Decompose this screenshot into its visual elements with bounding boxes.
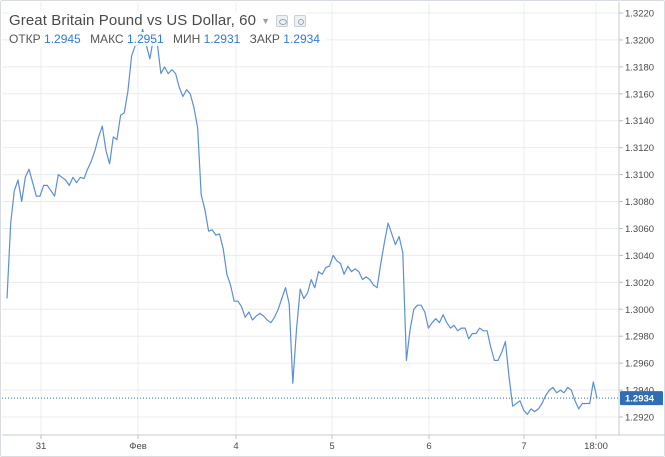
y-tick-label: 1.2920	[625, 413, 654, 424]
high-value: 1.2951	[126, 32, 164, 46]
y-tick-label: 1.3160	[625, 89, 654, 100]
y-tick-label: 1.3060	[625, 224, 654, 235]
high-label: МАКС	[90, 32, 124, 46]
y-tick-label: 1.3000	[625, 305, 654, 316]
open-value: 1.2945	[44, 32, 81, 46]
y-tick-label: 1.3020	[625, 278, 654, 289]
ohlc-legend: ОТКР 1.2945 МАКС 1.2951 МИН 1.2931 ЗАКР …	[9, 32, 326, 46]
visibility-icon[interactable]	[275, 14, 288, 27]
close-label: ЗАКР	[249, 32, 280, 46]
y-tick-label: 1.3140	[625, 116, 654, 127]
price-line	[6, 28, 598, 415]
open-label: ОТКР	[9, 32, 41, 46]
chart-header: Great Britain Pound vs US Dollar, 60 ▼	[9, 12, 306, 29]
x-tick-label: 7	[521, 441, 526, 452]
y-tick-label: 1.3120	[625, 143, 654, 154]
x-tick-label: 6	[426, 441, 431, 452]
settings-icon[interactable]	[293, 14, 306, 27]
low-label: МИН	[172, 32, 201, 46]
x-tick-label: 31	[36, 441, 47, 452]
last-price-label: 1.2934	[625, 394, 655, 405]
close-value: 1.2934	[283, 32, 320, 46]
x-tick-label: 18:00	[584, 441, 608, 452]
y-tick-label: 1.3220	[625, 9, 654, 20]
x-tick-label: 4	[233, 441, 238, 452]
low-value: 1.2931	[203, 32, 241, 46]
y-tick-label: 1.3180	[625, 62, 654, 73]
y-tick-label: 1.3040	[625, 251, 654, 262]
y-tick-label: 1.2960	[625, 359, 654, 370]
x-tick-label: 5	[329, 441, 334, 452]
x-tick-label: Фев	[129, 441, 147, 452]
y-tick-label: 1.3100	[625, 170, 654, 181]
y-tick-label: 1.3080	[625, 197, 654, 208]
chevron-down-icon[interactable]: ▼	[261, 15, 270, 26]
y-tick-label: 1.2940	[625, 386, 654, 397]
y-tick-label: 1.2980	[625, 332, 654, 343]
y-tick-label: 1.3200	[625, 35, 654, 46]
last-price-tag	[620, 391, 663, 406]
chart-title: Great Britain Pound vs US Dollar, 60	[9, 12, 257, 29]
